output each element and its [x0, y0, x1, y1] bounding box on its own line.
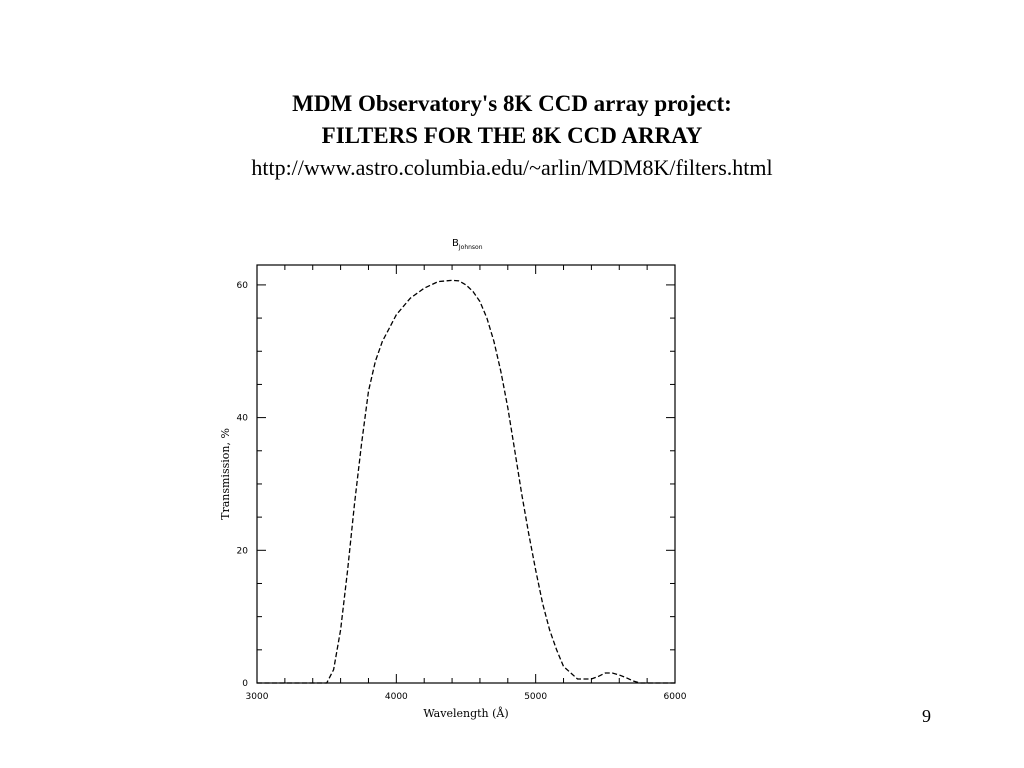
- y-axis-title: Transmission, %: [219, 428, 232, 520]
- slide-title-line-1: MDM Observatory's 8K CCD array project:: [292, 91, 732, 116]
- chart-title-subscript: Johnson: [458, 244, 483, 251]
- y-tick-label: 20: [237, 546, 249, 556]
- y-axis-ticks: 0 20 40 60: [237, 281, 675, 689]
- y-tick-label: 60: [237, 281, 249, 291]
- x-tick-label: 3000: [246, 692, 269, 702]
- slide-title-line-2: FILTERS FOR THE 8K CCD ARRAY: [321, 123, 703, 148]
- x-tick-label: 6000: [664, 692, 687, 702]
- chart-title: BJohnson: [452, 238, 483, 251]
- y-tick-label: 40: [237, 414, 249, 424]
- x-axis-title: Wavelength (Å): [423, 706, 508, 720]
- slide-page-number: 9: [922, 706, 931, 726]
- series-line-b-johnson: [257, 279, 675, 684]
- y-tick-label: 0: [242, 679, 248, 689]
- slide-url: http://www.astro.columbia.edu/~arlin/MDM…: [251, 155, 773, 180]
- chart-title-main: B: [452, 238, 459, 249]
- slide-header: MDM Observatory's 8K CCD array project: …: [0, 88, 1024, 184]
- x-axis-ticks: 3000 4000 5000 6000: [246, 265, 687, 702]
- x-tick-label: 4000: [385, 692, 408, 702]
- x-tick-label: 5000: [524, 692, 547, 702]
- plot-frame: [256, 264, 676, 684]
